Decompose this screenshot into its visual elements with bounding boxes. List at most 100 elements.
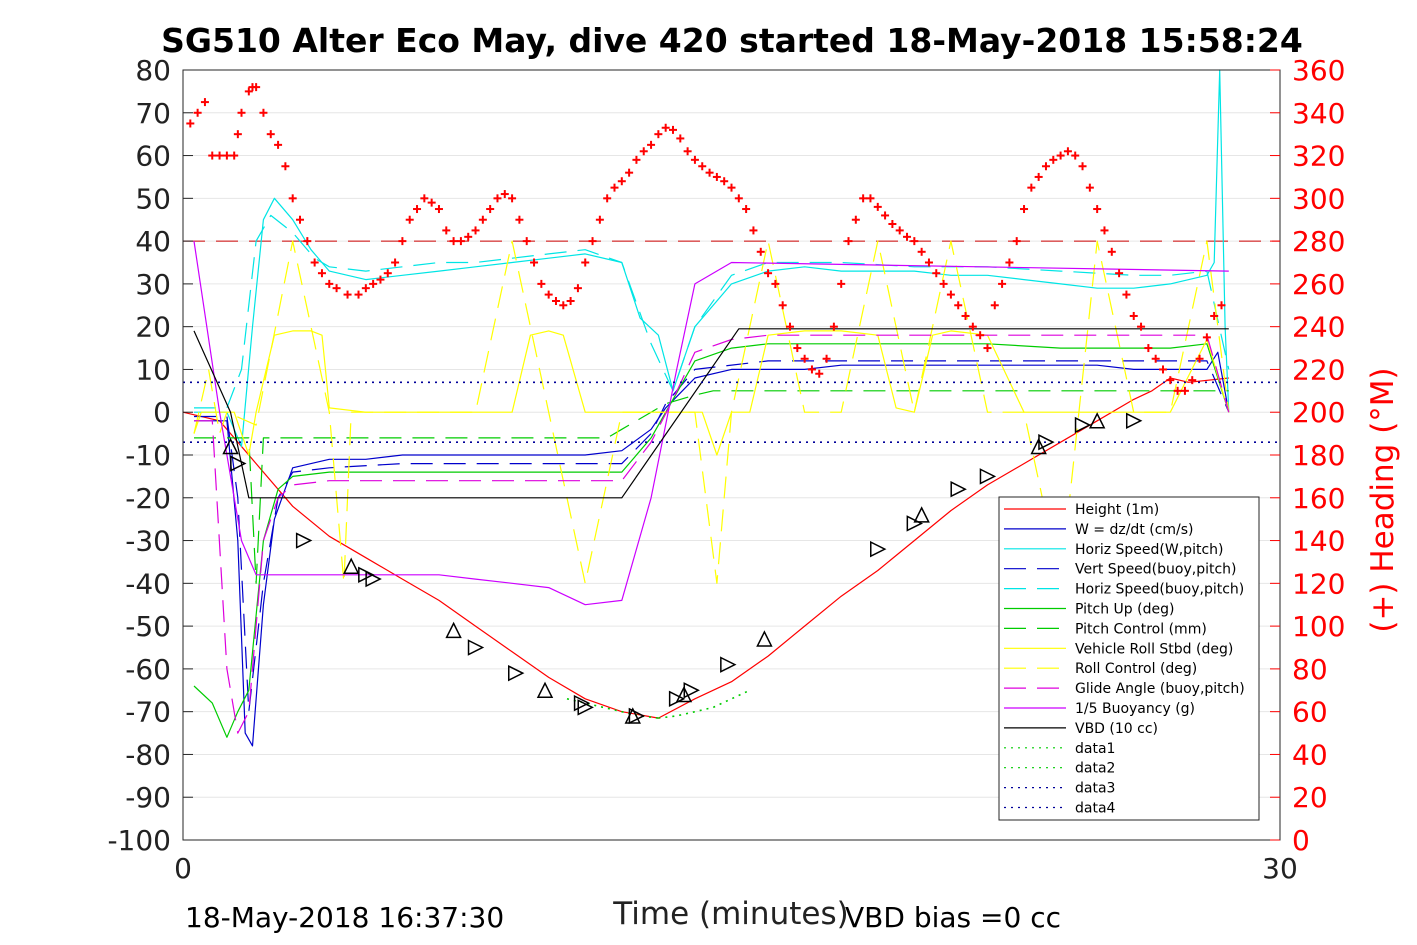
series-line-13 — [658, 689, 751, 719]
heading-point — [1041, 162, 1050, 171]
heading-point — [676, 134, 685, 143]
heading-point — [712, 172, 721, 181]
series-line-5 — [193, 343, 1230, 738]
heading-point — [1071, 151, 1080, 160]
triangle-marker — [342, 557, 360, 574]
heading-point — [1093, 205, 1102, 214]
heading-point — [873, 202, 882, 211]
triangle-marker — [295, 532, 313, 549]
heading-point — [603, 194, 612, 203]
heading-point — [222, 151, 231, 160]
legend-label: Vehicle Roll Stbd (deg) — [1075, 641, 1233, 657]
right-tick-label: 260 — [1292, 268, 1345, 301]
heading-point — [281, 162, 290, 171]
heading-point — [427, 198, 436, 207]
heading-point — [200, 98, 209, 107]
heading-point — [859, 194, 868, 203]
heading-point — [705, 168, 714, 177]
heading-point — [683, 147, 692, 156]
x-tick-label: 30 — [1262, 852, 1298, 885]
heading-point — [983, 344, 992, 353]
left-tick-label: -50 — [125, 610, 171, 643]
heading-point — [800, 354, 809, 363]
heading-point — [720, 177, 729, 186]
right-tick-label: 80 — [1292, 653, 1328, 686]
heading-point — [1173, 386, 1182, 395]
heading-points — [186, 83, 1226, 395]
triangle-marker — [675, 685, 693, 703]
heading-point — [559, 301, 568, 310]
heading-point — [361, 284, 370, 293]
heading-point — [1210, 311, 1219, 320]
heading-point — [515, 215, 524, 224]
heading-point — [478, 215, 487, 224]
heading-point — [1049, 155, 1058, 164]
left-tick-label: -90 — [125, 781, 171, 814]
heading-point — [233, 130, 242, 139]
triangle-marker — [573, 694, 591, 712]
legend-box — [998, 496, 1260, 821]
right-tick-label: 240 — [1292, 311, 1345, 344]
triangle-marker — [668, 690, 686, 708]
triangle-marker — [365, 570, 382, 588]
heading-point — [976, 331, 985, 340]
heading-point — [793, 344, 802, 353]
series-line-2 — [194, 69, 1230, 447]
heading-point — [786, 322, 795, 331]
right-tick-label: 180 — [1292, 439, 1345, 472]
triangle-marker — [979, 468, 997, 485]
heading-point — [632, 155, 641, 164]
triangle-marker — [870, 540, 887, 558]
heading-point — [924, 258, 933, 267]
legend: Height (1m) W = dz/dt (cm/s) Horiz Speed(W… — [998, 496, 1260, 821]
heading-point — [742, 205, 751, 214]
heading-point — [230, 151, 239, 160]
heading-point — [376, 275, 385, 284]
heading-point — [756, 247, 765, 256]
legend-label: Roll Control (deg) — [1075, 661, 1197, 677]
legend-label: data1 — [1075, 741, 1115, 757]
heading-point — [654, 130, 663, 139]
heading-point — [442, 226, 451, 235]
heading-point — [837, 279, 846, 288]
heading-point — [1085, 183, 1094, 192]
heading-point — [493, 194, 502, 203]
right-tick-label: 160 — [1292, 482, 1345, 515]
heading-point — [1137, 322, 1146, 331]
heading-point — [917, 247, 926, 256]
legend-label: Height (1m) — [1075, 502, 1159, 518]
triangle-marker — [1038, 433, 1055, 451]
triangle-marker — [445, 621, 462, 639]
heading-point — [1195, 354, 1204, 363]
triangle-marker — [1125, 412, 1143, 429]
heading-point — [617, 177, 626, 186]
heading-point — [573, 284, 582, 293]
heading-point — [215, 151, 224, 160]
heading-point — [332, 284, 341, 293]
legend-label: Horiz Speed(buoy,pitch) — [1075, 582, 1244, 598]
right-axis-label: (+) Heading (°M) — [1365, 367, 1401, 632]
heading-point — [1027, 183, 1036, 192]
heading-point — [464, 232, 473, 241]
heading-point — [1151, 354, 1160, 363]
legend-label: data3 — [1075, 781, 1115, 797]
right-tick-label: 320 — [1292, 140, 1345, 173]
triangle-marker — [683, 682, 700, 699]
triangle-markers — [222, 412, 1143, 725]
heading-point — [343, 290, 352, 299]
right-axis-ticks: 3603403203002802602402202001801601401201… — [1270, 54, 1345, 857]
heading-point — [895, 226, 904, 235]
heading-point — [932, 269, 941, 278]
right-tick-label: 40 — [1292, 738, 1328, 771]
heading-point — [1020, 205, 1029, 214]
right-tick-label: 100 — [1292, 610, 1345, 643]
heading-point — [866, 194, 875, 203]
heading-point — [325, 279, 334, 288]
heading-point — [522, 237, 531, 246]
heading-point — [296, 215, 305, 224]
heading-point — [566, 297, 575, 305]
x-axis-label: Time (minutes) — [612, 896, 848, 932]
heading-point — [288, 194, 297, 203]
heading-point — [1100, 226, 1109, 235]
